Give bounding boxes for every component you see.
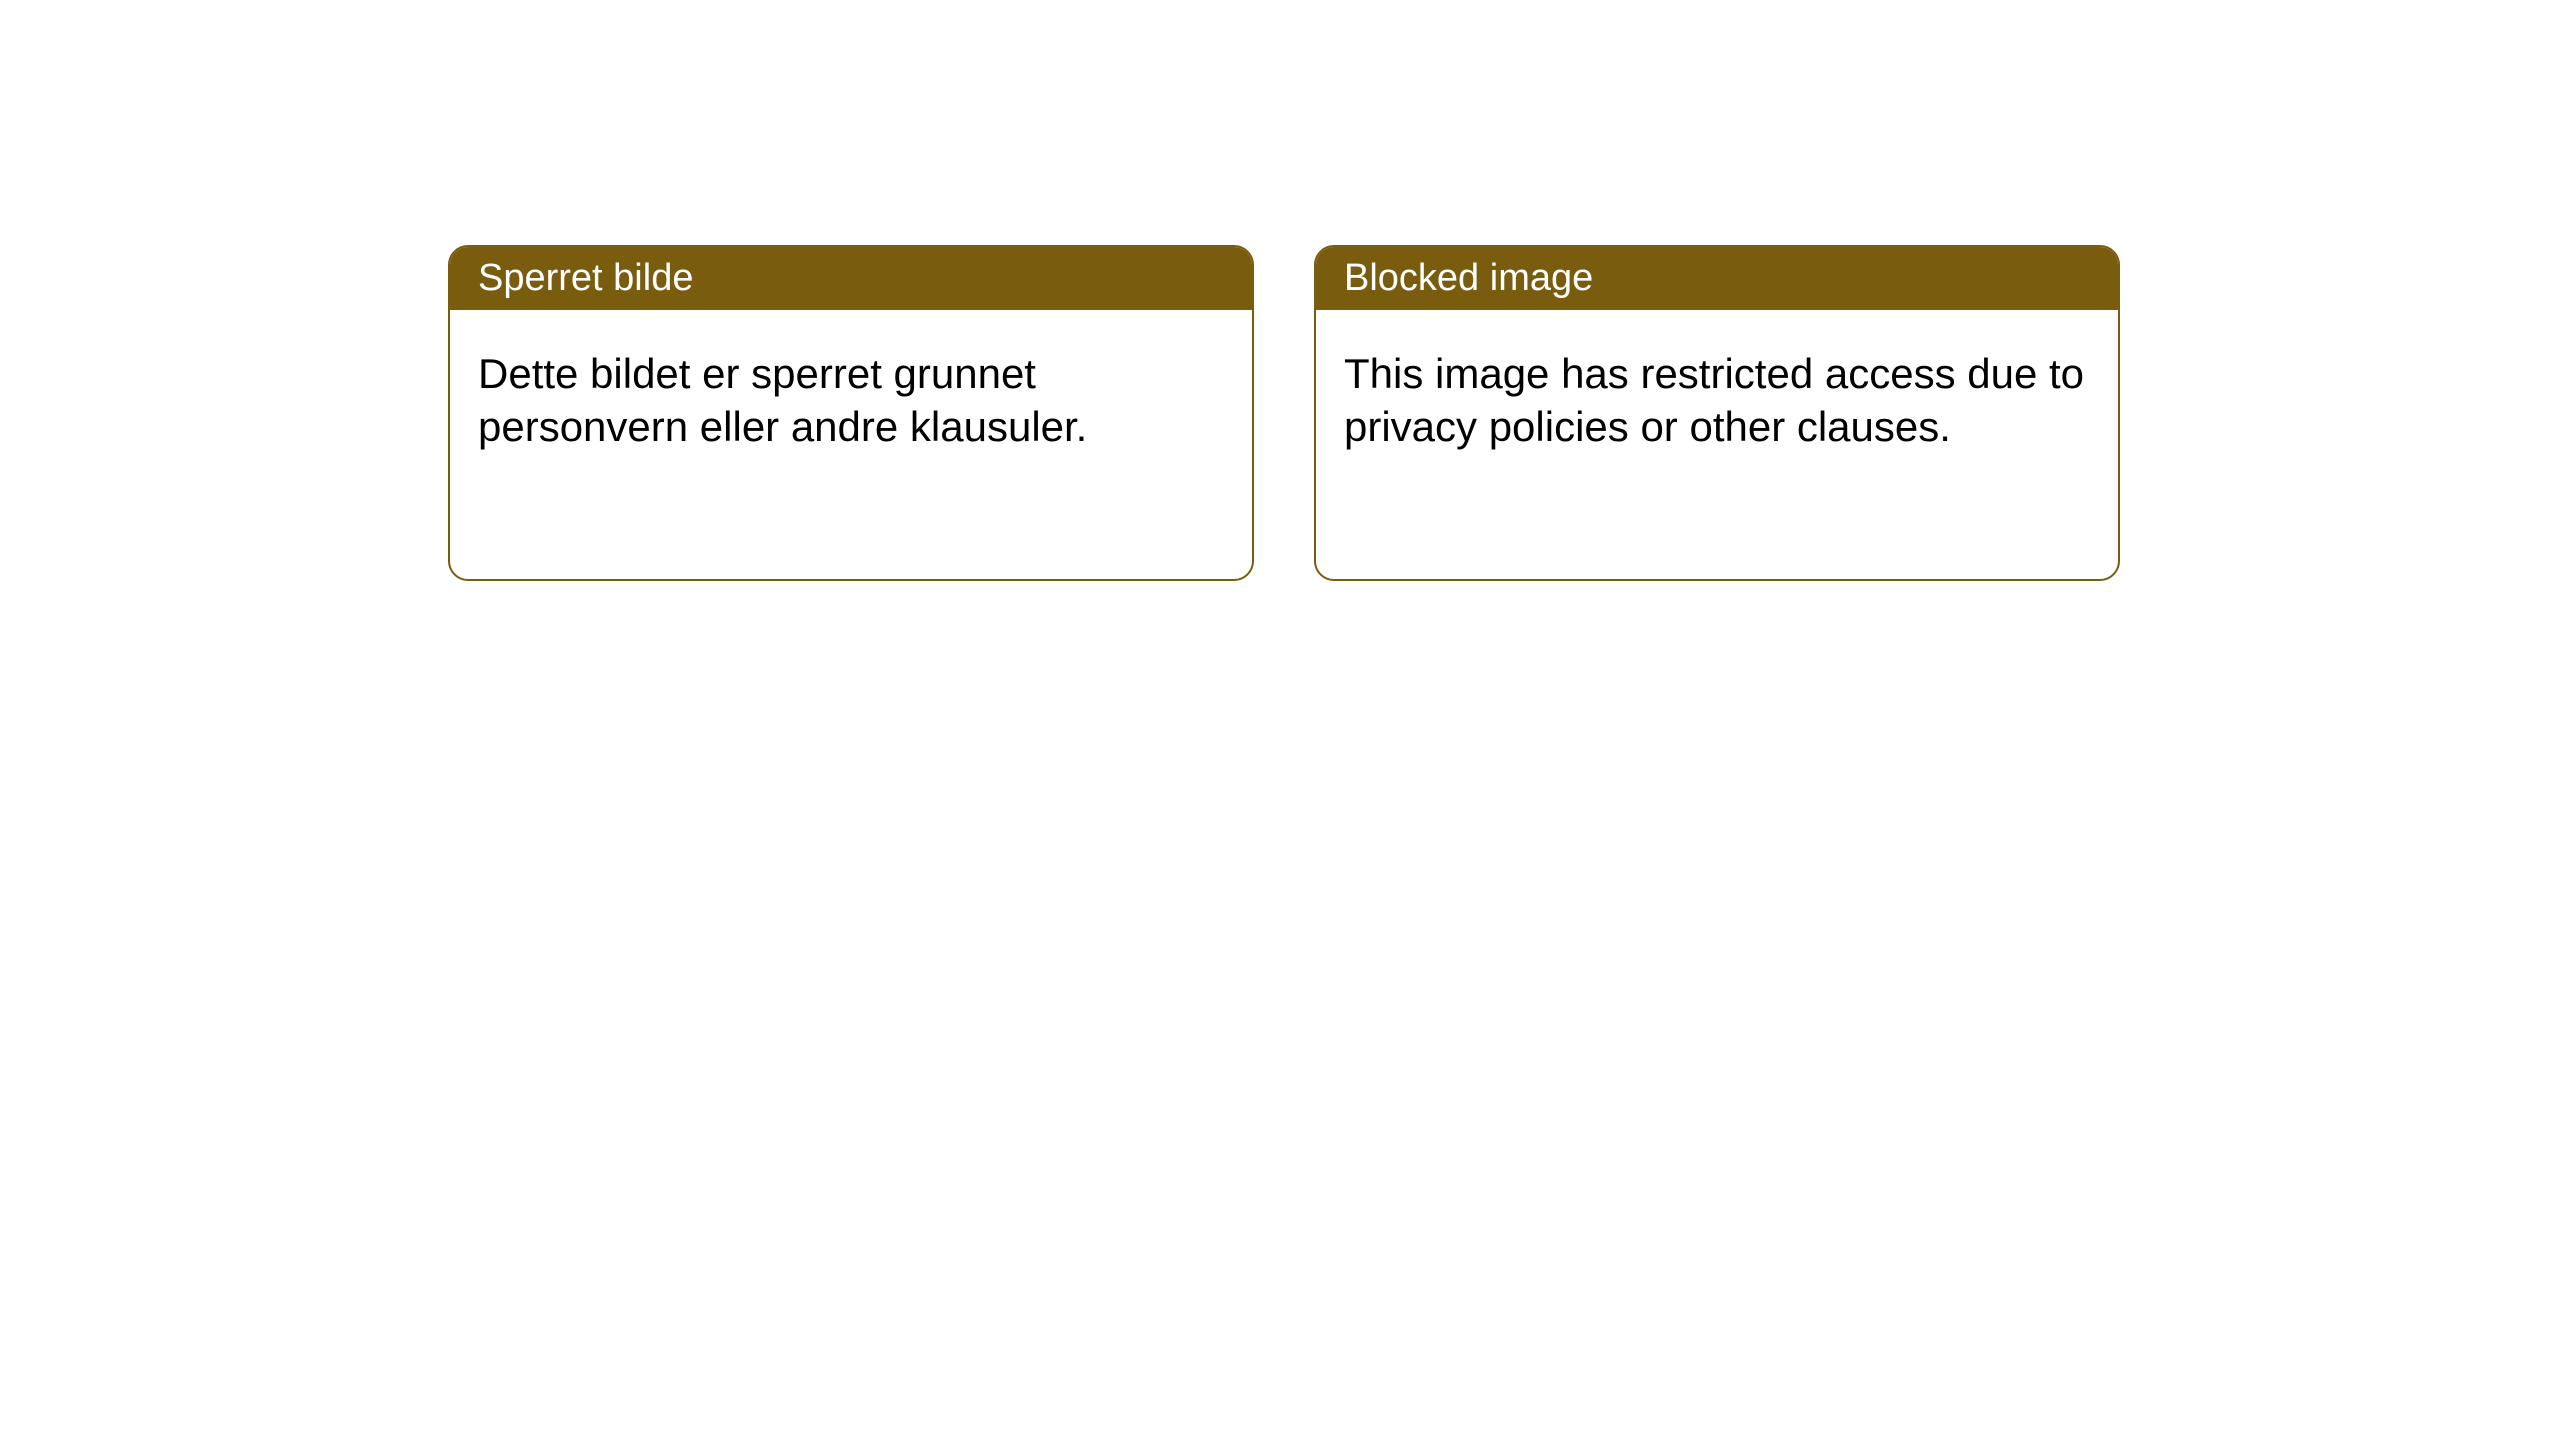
card-title: Blocked image (1344, 257, 1593, 299)
card-body-text: This image has restricted access due to … (1344, 350, 2084, 450)
cards-container: Sperret bilde Dette bildet er sperret gr… (0, 0, 2560, 581)
card-header: Sperret bilde (450, 247, 1252, 310)
card-body: Dette bildet er sperret grunnet personve… (450, 310, 1252, 491)
blocked-image-card-norwegian: Sperret bilde Dette bildet er sperret gr… (448, 245, 1254, 581)
card-header: Blocked image (1316, 247, 2118, 310)
card-body: This image has restricted access due to … (1316, 310, 2118, 491)
card-body-text: Dette bildet er sperret grunnet personve… (478, 350, 1087, 450)
blocked-image-card-english: Blocked image This image has restricted … (1314, 245, 2120, 581)
card-title: Sperret bilde (478, 257, 693, 299)
